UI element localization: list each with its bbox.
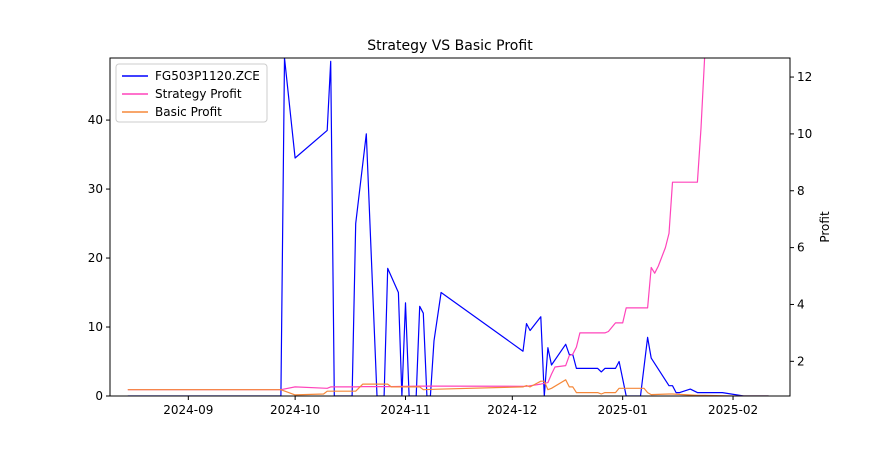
y-left-tick-label: 20 (88, 251, 103, 265)
legend-label: FG503P1120.ZCE (155, 69, 260, 83)
x-tick-label: 2024-10 (270, 403, 320, 417)
y-left-tick-label: 40 (88, 113, 103, 127)
plot-frame (109, 57, 791, 397)
x-tick-label: 2024-11 (380, 403, 430, 417)
legend-box (115, 63, 268, 123)
series-line-1 (127, 58, 706, 391)
axes: 2024-09 2024-10 2024-11 2024-12 2025-01 2025-… (88, 57, 832, 417)
x-tick-label: 2024-09 (163, 403, 213, 417)
x-tick-label: 2025-02 (708, 403, 758, 417)
y-left-tick-label: 10 (88, 320, 103, 334)
y-right-axis-title: Profit (818, 211, 832, 243)
y-right-tick-label: 8 (797, 184, 805, 198)
y-right-tick-label: 4 (797, 297, 805, 311)
series-line-0 (127, 58, 769, 396)
series-line-2 (127, 379, 769, 396)
legend: FG503P1120.ZCE Strategy Profit Basic Profi… (115, 63, 268, 123)
legend-label: Basic Profit (155, 105, 222, 119)
y-left-tick-label: 30 (88, 182, 103, 196)
series-lines (127, 58, 769, 396)
y-right-tick-label: 6 (797, 241, 805, 255)
y-left-tick-label: 0 (95, 389, 103, 403)
y-right-tick-label: 2 (797, 354, 805, 368)
y-right-tick-label: 10 (797, 127, 812, 141)
chart-title: Strategy VS Basic Profit (367, 38, 533, 54)
legend-label: Strategy Profit (155, 87, 242, 101)
x-tick-label: 2024-12 (487, 403, 537, 417)
x-tick-label: 2025-01 (598, 403, 648, 417)
y-right-tick-label: 12 (797, 70, 812, 84)
